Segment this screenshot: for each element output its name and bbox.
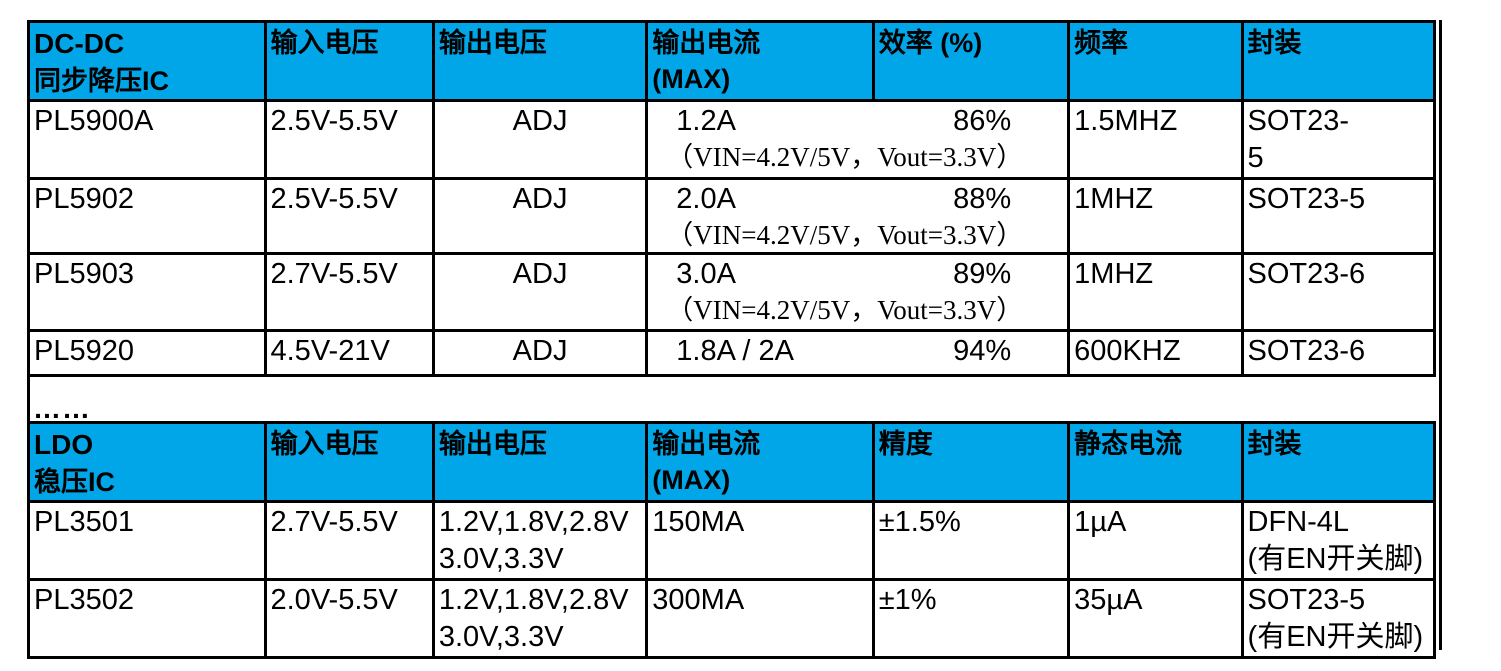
ldo-title-line2: 稳压IC [34, 467, 115, 497]
vout-cell: ADJ [431, 329, 649, 377]
freq-cell: 1MHZ [1067, 252, 1244, 332]
eff-value: 88% [953, 183, 1012, 215]
ldo-title-line1: LDO [34, 429, 94, 460]
dcdc-header-eff: 效率 (%) [871, 20, 1071, 102]
dcdc-header-vin: 输入电压 [263, 20, 435, 102]
dcdc-title-cell: DC-DC 同步降压IC [27, 20, 267, 102]
model-cell: PL5902 [27, 177, 267, 255]
pkg-cell: SOT23-5 [1240, 177, 1437, 255]
ldo-header-row: LDO 稳压IC 输入电压 输出电压 输出电流 (MAX) 精度 静态电流 封装 [27, 421, 1437, 503]
iout-eff-cell: 2.0A 88% （VIN=4.2V/5V，Vout=3.3V） [645, 177, 1071, 255]
ldo-row: PL3502 2.0V-5.5V 1.2V,1.8V,2.8V 3.0V,3.3… [27, 578, 1437, 659]
ldo-header-vin: 输入电压 [263, 421, 435, 503]
iout-value: 3.0A [676, 258, 736, 290]
iout-cell: 300MA [645, 578, 875, 659]
iout-value: 1.2A [676, 105, 736, 137]
eff-value: 89% [953, 258, 1012, 290]
iq-cell: 35µA [1067, 578, 1244, 659]
iout-value: 2.0A [676, 183, 736, 215]
dcdc-row: PL5920 4.5V-21V ADJ 1.8A / 2A 94% 600KHZ… [27, 329, 1437, 377]
test-condition: （VIN=4.2V/5V，Vout=3.3V） [666, 295, 1024, 325]
dcdc-header-iout-line1: 输出电流 [652, 28, 761, 58]
test-condition: （VIN=4.2V/5V，Vout=3.3V） [666, 220, 1024, 250]
tables-stack: DC-DC 同步降压IC 输入电压 输出电压 输出电流 (MAX) 效率 (%)… [27, 20, 1437, 659]
right-double-border [1439, 20, 1442, 650]
dcdc-title-line2: 同步降压IC [34, 66, 169, 96]
dcdc-header-iout-line2: (MAX) [652, 64, 731, 94]
dcdc-header-iout: 输出电流 (MAX) [645, 20, 875, 102]
pkg-cell: SOT23-6 [1240, 329, 1437, 377]
eff-value: 86% [953, 105, 1012, 137]
ldo-header-iout-line2: (MAX) [652, 465, 731, 495]
ldo-header-acc: 精度 [871, 421, 1071, 503]
vout-cell: ADJ [431, 177, 649, 255]
dcdc-header-freq: 频率 [1067, 20, 1244, 102]
model-cell: PL5900A [27, 99, 267, 180]
model-cell: PL3502 [27, 578, 267, 659]
pkg-cell: SOT23- 5 [1240, 99, 1437, 180]
iout-eff-cell: 1.2A 86% （VIN=4.2V/5V，Vout=3.3V） [645, 99, 1071, 180]
ldo-header-pkg: 封装 [1240, 421, 1437, 503]
model-cell: PL3501 [27, 500, 267, 581]
freq-cell: 1MHZ [1067, 177, 1244, 255]
freq-cell: 1.5MHZ [1067, 99, 1244, 180]
ellipsis-row: …… [27, 377, 1436, 424]
dcdc-title-line1: DC-DC [34, 28, 125, 59]
model-cell: PL5903 [27, 252, 267, 332]
iout-value: 1.8A / 2A [676, 335, 794, 367]
vout-cell: 1.2V,1.8V,2.8V 3.0V,3.3V [431, 500, 649, 581]
dcdc-row: PL5902 2.5V-5.5V ADJ 2.0A 88% （VIN=4.2V/… [27, 177, 1437, 255]
vout-cell: ADJ [431, 99, 649, 180]
acc-cell: ±1.5% [871, 500, 1071, 581]
dcdc-row: PL5903 2.7V-5.5V ADJ 3.0A 89% （VIN=4.2V/… [27, 252, 1437, 332]
dcdc-header-pkg: 封装 [1240, 20, 1437, 102]
vout-cell: ADJ [431, 252, 649, 332]
vin-cell: 2.7V-5.5V [263, 252, 435, 332]
dcdc-row: PL5900A 2.5V-5.5V ADJ 1.2A 86% （VIN=4.2V… [27, 99, 1437, 180]
iq-cell: 1µA [1067, 500, 1244, 581]
test-condition: （VIN=4.2V/5V，Vout=3.3V） [666, 142, 1024, 172]
ldo-header-iout: 输出电流 (MAX) [645, 421, 875, 503]
acc-cell: ±1% [871, 578, 1071, 659]
dcdc-header-vout: 输出电压 [431, 20, 649, 102]
pkg-cell: SOT23-5 (有EN开关脚) [1240, 578, 1437, 659]
iout-cell: 150MA [645, 500, 875, 581]
iout-eff-cell: 1.8A / 2A 94% [645, 329, 1071, 377]
dcdc-header-row: DC-DC 同步降压IC 输入电压 输出电压 输出电流 (MAX) 效率 (%)… [27, 20, 1437, 102]
ldo-row: PL3501 2.7V-5.5V 1.2V,1.8V,2.8V 3.0V,3.3… [27, 500, 1437, 581]
ellipsis-text: …… [33, 393, 91, 424]
ldo-header-iout-line1: 输出电流 [652, 429, 761, 459]
vin-cell: 2.5V-5.5V [263, 177, 435, 255]
dcdc-table: DC-DC 同步降压IC 输入电压 输出电压 输出电流 (MAX) 效率 (%)… [27, 20, 1437, 377]
pkg-cell: SOT23-6 [1240, 252, 1437, 332]
eff-value: 94% [953, 335, 1012, 367]
ldo-table: LDO 稳压IC 输入电压 输出电压 输出电流 (MAX) 精度 静态电流 封装… [27, 421, 1437, 659]
iout-eff-cell: 3.0A 89% （VIN=4.2V/5V，Vout=3.3V） [645, 252, 1071, 332]
ldo-header-iq: 静态电流 [1067, 421, 1244, 503]
ldo-title-cell: LDO 稳压IC [27, 421, 267, 503]
vin-cell: 4.5V-21V [263, 329, 435, 377]
vin-cell: 2.5V-5.5V [263, 99, 435, 180]
vin-cell: 2.7V-5.5V [263, 500, 435, 581]
ldo-header-vout: 输出电压 [431, 421, 649, 503]
model-cell: PL5920 [27, 329, 267, 377]
freq-cell: 600KHZ [1067, 329, 1244, 377]
vin-cell: 2.0V-5.5V [263, 578, 435, 659]
vout-cell: 1.2V,1.8V,2.8V 3.0V,3.3V [431, 578, 649, 659]
pkg-cell: DFN-4L (有EN开关脚) [1240, 500, 1437, 581]
